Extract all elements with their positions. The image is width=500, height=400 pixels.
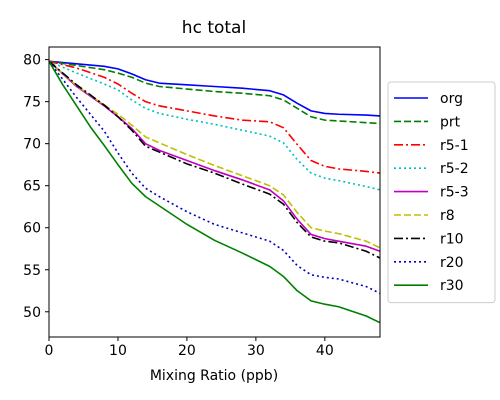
x-axis: 0 10 20 30 40 [45, 337, 334, 359]
series-line-r30 [48, 60, 381, 324]
x-tick-label: 0 [45, 343, 54, 359]
x-axis-label: Mixing Ratio (ppb) [150, 368, 278, 384]
legend-label: r20 [440, 255, 464, 271]
series-line-prt [48, 60, 381, 125]
legend-label: r5-3 [440, 185, 469, 201]
legend-label: r30 [440, 278, 464, 294]
y-axis: 50 55 60 65 70 75 80 [23, 53, 49, 321]
legend-label: prt [440, 114, 461, 130]
y-tick-label: 55 [23, 263, 41, 279]
x-tick-label: 30 [247, 343, 265, 359]
legend-label: r8 [440, 208, 455, 224]
legend-label: r5-2 [440, 161, 469, 177]
series-line-r5-1 [48, 60, 381, 174]
series-line-r20 [48, 60, 381, 295]
x-tick-label: 20 [178, 343, 196, 359]
series-line-r10 [48, 60, 381, 259]
legend-label: r10 [440, 231, 464, 247]
legend-label: r5-1 [440, 138, 469, 154]
series-line-r8 [48, 60, 381, 249]
y-tick-label: 70 [23, 137, 41, 153]
y-tick-label: 50 [23, 305, 41, 321]
legend-box [387, 81, 496, 304]
plot-frame [48, 46, 381, 338]
x-tick-label: 10 [109, 343, 127, 359]
series-line-org [48, 60, 381, 117]
legend: org prt r5-1 r5-2 r5-3 r8 r10 r20 r30 [387, 81, 496, 304]
plot-area [48, 60, 381, 324]
chart-title: hc total [182, 18, 246, 38]
y-tick-label: 60 [23, 221, 41, 237]
y-tick-label: 75 [23, 95, 41, 111]
y-tick-label: 80 [23, 53, 41, 69]
y-tick-label: 65 [23, 179, 41, 195]
x-tick-label: 40 [316, 343, 334, 359]
legend-label: org [440, 91, 463, 107]
series-line-r5-3 [48, 60, 381, 253]
